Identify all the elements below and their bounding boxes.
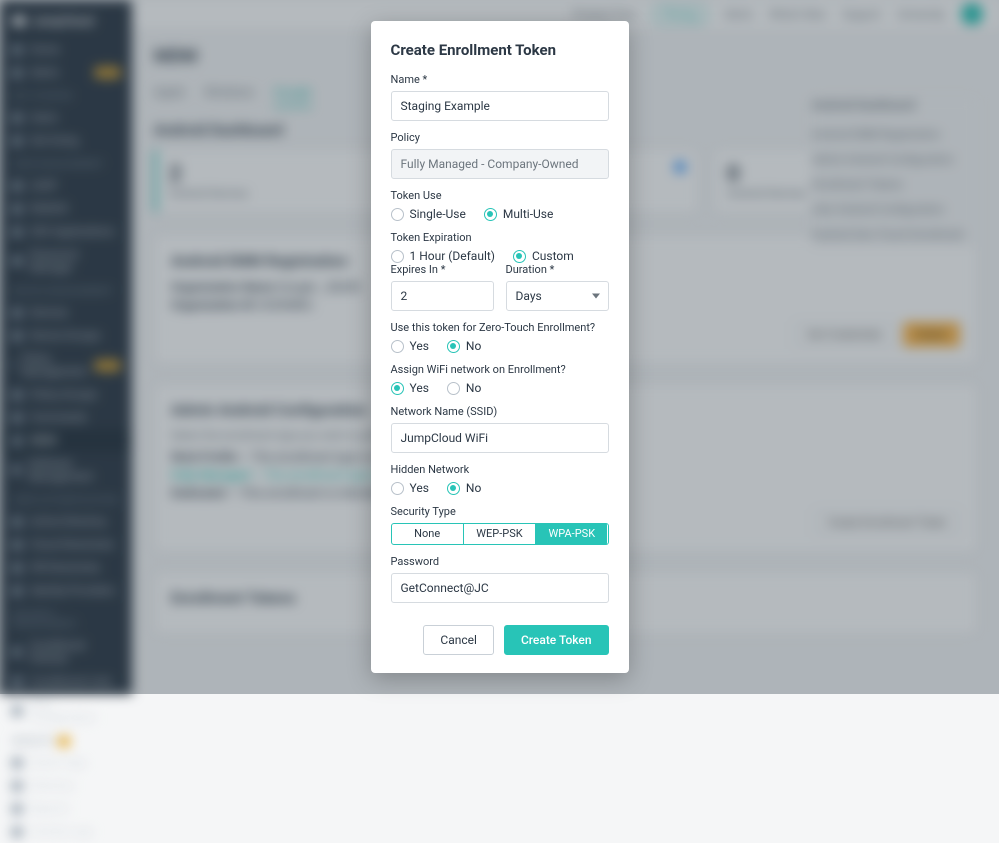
token-exp-label: Token Expiration (391, 231, 609, 244)
token-exp-radios: 1 Hour (Default) Custom (391, 249, 609, 263)
sidebar-header: INSIGHTS 5 (0, 729, 132, 751)
radio-hidden-yes[interactable]: Yes (391, 481, 429, 495)
token-use-radios: Single-Use Multi-Use (391, 207, 609, 221)
expires-in-label: Expires In * (391, 263, 494, 276)
sidebar-item[interactable]: Saved Tags (0, 751, 132, 774)
name-label: Name * (391, 73, 609, 86)
token-use-label: Token Use (391, 189, 609, 202)
seg-wep[interactable]: WEP-PSK (463, 524, 535, 544)
wifi-label: Assign WiFi network on Enrollment? (391, 363, 609, 376)
create-token-modal: Create Enrollment Token Name * Policy To… (371, 21, 629, 673)
radio-custom[interactable]: Custom (513, 249, 574, 263)
sidebar-item[interactable]: MFA Configuration (0, 693, 132, 729)
radio-hidden-no[interactable]: No (447, 481, 481, 495)
cancel-button[interactable]: Cancel (423, 625, 494, 655)
security-type-label: Security Type (391, 505, 609, 518)
seg-none[interactable]: None (392, 524, 463, 544)
seg-wpa[interactable]: WPA-PSK (535, 524, 607, 544)
radio-multi-use[interactable]: Multi-Use (484, 207, 554, 221)
name-input[interactable] (391, 91, 609, 121)
radio-wifi-yes[interactable]: Yes (391, 381, 429, 395)
ssid-label: Network Name (SSID) (391, 405, 609, 418)
sidebar-item[interactable]: Reports (0, 797, 132, 820)
hidden-radios: Yes No (391, 481, 609, 495)
hidden-network-label: Hidden Network (391, 463, 609, 476)
sidebar-item[interactable]: Activity Logs (0, 820, 132, 843)
expires-in-input[interactable] (391, 281, 494, 311)
duration-label: Duration * (506, 263, 609, 276)
sidebar-item[interactable]: Directory (0, 774, 132, 797)
radio-wifi-no[interactable]: No (447, 381, 481, 395)
zerotouch-label: Use this token for Zero-Touch Enrollment… (391, 321, 609, 334)
chevron-down-icon (592, 294, 600, 299)
password-label: Password (391, 555, 609, 568)
modal-overlay: Create Enrollment Token Name * Policy To… (0, 0, 999, 694)
password-input[interactable] (391, 573, 609, 603)
ssid-input[interactable] (391, 423, 609, 453)
modal-title: Create Enrollment Token (391, 41, 609, 59)
count-badge: 5 (58, 736, 71, 747)
radio-zt-yes[interactable]: Yes (391, 339, 429, 353)
zerotouch-radios: Yes No (391, 339, 609, 353)
policy-label: Policy (391, 131, 609, 144)
radio-single-use[interactable]: Single-Use (391, 207, 466, 221)
radio-1hour[interactable]: 1 Hour (Default) (391, 249, 495, 263)
policy-input (391, 149, 609, 179)
modal-footer: Cancel Create Token (371, 613, 629, 673)
create-token-button[interactable]: Create Token (504, 625, 609, 655)
security-type-segment: None WEP-PSK WPA-PSK (391, 523, 609, 545)
wifi-radios: Yes No (391, 381, 609, 395)
radio-zt-no[interactable]: No (447, 339, 481, 353)
